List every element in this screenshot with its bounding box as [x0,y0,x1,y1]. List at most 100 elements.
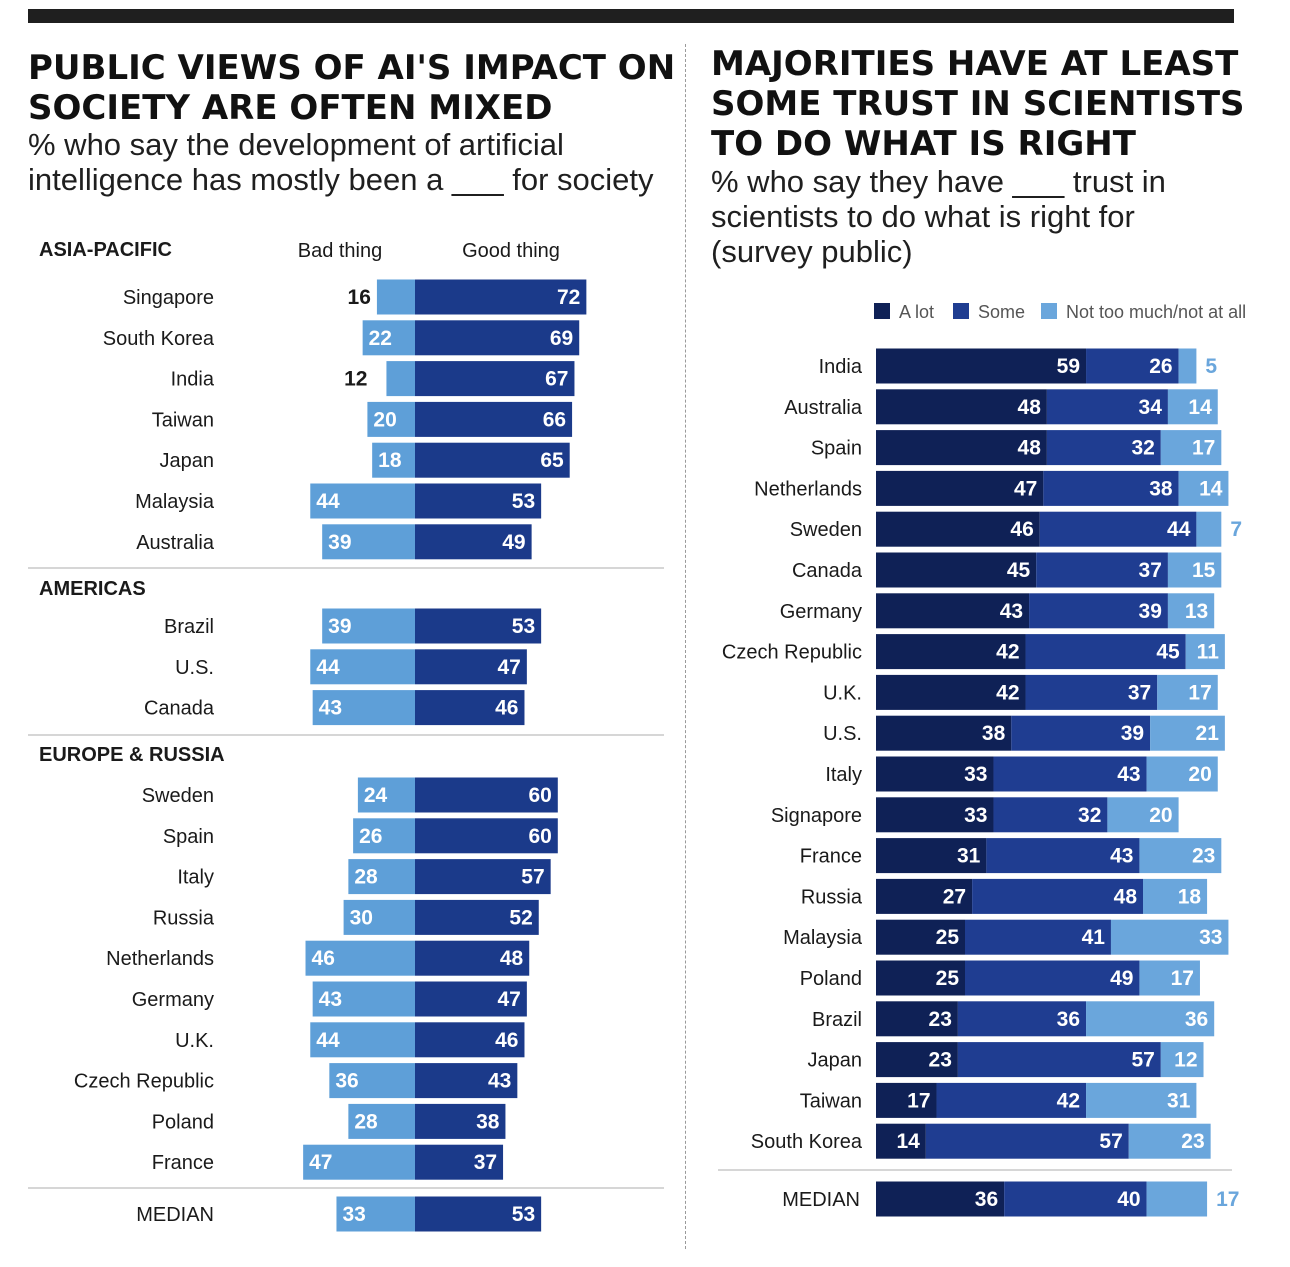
bar-notmuch-u-k [1157,674,1218,710]
value-alot-australia: 48 [1018,396,1042,419]
bar-notmuch-canada [1167,552,1222,588]
bar-notmuch-germany [1167,593,1215,629]
value-notmuch-japan: 12 [1174,1049,1197,1072]
bar-alot-italy [876,756,994,792]
value-bad-americas-u-s: 44 [316,656,340,679]
bar-alot-sweden [876,511,1040,547]
bar-some-sweden [1039,511,1197,547]
value-good-europe-russia-u-k: 46 [495,1029,518,1052]
row-label-netherlands: Netherlands [754,478,862,500]
bar-alot-u-k [876,674,1026,710]
value-good-asia-pacific-singapore: 72 [557,286,580,309]
value-bad-americas-canada: 43 [319,697,342,720]
row-label-asia-pacific-singapore: Singapore [123,287,214,309]
left-title-line2: SOCIETY ARE OFTEN MIXED [28,88,553,128]
value-good-europe-russia-poland: 38 [476,1110,500,1133]
bar-some-australia [1046,389,1168,425]
row-label-europe-russia-czech-republic: Czech Republic [74,1071,214,1093]
value-alot-czech-republic: 42 [996,641,1019,664]
group-header-europe-russia: EUROPE & RUSSIA [39,744,225,766]
row-label-americas-canada: Canada [144,698,215,720]
bar-notmuch-italy [1146,756,1218,792]
bar-some-india [1086,348,1179,384]
value-some-u-s: 39 [1121,722,1144,745]
value-bad-asia-pacific-taiwan: 20 [373,408,396,431]
bar-notmuch-south-korea [1128,1123,1211,1159]
value-alot-u-k: 42 [996,681,1019,704]
bar-alot-canada [876,552,1037,588]
bar-alot-netherlands [876,470,1044,506]
bar-alot-median [876,1181,1005,1217]
bar-good-europe-russia-netherlands [415,940,530,976]
row-label-brazil: Brazil [812,1009,862,1031]
value-alot-sweden: 46 [1010,518,1033,541]
bar-good-europe-russia-france [415,1144,504,1180]
value-alot-poland: 25 [936,967,960,990]
value-bad-asia-pacific-japan: 18 [378,449,402,472]
right-title-line2: SOME TRUST IN SCIENTISTS [711,84,1245,124]
row-label-signapore: Signapore [771,805,862,827]
bar-good-asia-pacific-singapore [415,279,587,315]
right-subtitle-line3: (survey public) [711,234,913,269]
value-some-czech-republic: 45 [1156,641,1180,664]
value-notmuch-netherlands: 14 [1199,477,1223,500]
value-bad-europe-russia-france: 47 [309,1151,332,1174]
bar-bad-asia-pacific-south-korea [362,320,415,356]
bar-some-malaysia [965,919,1111,955]
bar-some-signapore [993,797,1108,833]
value-good-americas-u-s: 47 [498,656,521,679]
median-label-right: MEDIAN [782,1189,860,1211]
bar-good-asia-pacific-malaysia [415,483,542,519]
value-some-sweden: 44 [1167,518,1191,541]
row-label-americas-brazil: Brazil [164,616,214,638]
col-header-bad: Bad thing [298,240,383,262]
row-label-europe-russia-sweden: Sweden [142,785,214,807]
bar-notmuch-signapore [1107,797,1179,833]
bar-some-south-korea [925,1123,1129,1159]
right-subtitle-line1: % who say they have ___ trust in [711,164,1166,199]
bar-some-germany [1029,593,1168,629]
bar-alot-japan [876,1042,958,1078]
value-alot-signapore: 33 [964,804,987,827]
bar-some-median [1004,1181,1147,1217]
value-good-europe-russia-czech-republic: 43 [488,1070,511,1093]
legend-swatch-2 [953,303,969,319]
bar-notmuch-malaysia [1110,919,1229,955]
bar-good-europe-russia-russia [415,899,539,935]
value-good-europe-russia-netherlands: 48 [500,947,524,970]
bar-notmuch-u-s [1150,715,1225,751]
right-title-line3: TO DO WHAT IS RIGHT [711,124,1136,164]
value-some-russia: 48 [1114,885,1138,908]
bar-alot-malaysia [876,919,965,955]
value-bad-asia-pacific-india: 12 [344,368,367,391]
value-bad-europe-russia-germany: 43 [319,988,342,1011]
bar-bad-asia-pacific-japan [372,442,415,478]
row-label-taiwan: Taiwan [800,1090,862,1112]
value-alot-japan: 23 [929,1049,952,1072]
value-alot-russia: 27 [943,885,966,908]
value-notmuch-brazil: 36 [1185,1008,1208,1031]
bar-some-u-s [1011,715,1151,751]
bar-some-japan [957,1042,1161,1078]
row-label-italy: Italy [825,764,862,786]
bar-good-europe-russia-czech-republic [415,1063,518,1099]
row-label-japan: Japan [808,1050,863,1072]
bar-bad-europe-russia-spain [353,818,415,854]
bar-good-asia-pacific-taiwan [415,401,573,437]
value-some-u-k: 37 [1128,681,1151,704]
row-label-asia-pacific-india: India [171,369,215,391]
value-some-median: 40 [1117,1188,1140,1211]
bar-notmuch-australia [1167,389,1218,425]
value-good-europe-russia-france: 37 [474,1151,497,1174]
left-chart-title: PUBLIC VIEWS OF AI'S IMPACT ON SOCIETY A… [28,48,675,128]
value-notmuch-taiwan: 31 [1167,1089,1191,1112]
value-good-europe-russia-sweden: 60 [528,784,551,807]
value-alot-brazil: 23 [929,1008,952,1031]
value-notmuch-canada: 15 [1192,559,1216,582]
row-label-france: France [800,846,862,868]
value-notmuch-u-s: 21 [1196,722,1220,745]
bar-notmuch-spain [1160,430,1222,466]
value-bad-asia-pacific-singapore: 16 [348,286,371,309]
bar-notmuch-brazil [1086,1001,1215,1037]
value-good-europe-russia-spain: 60 [528,825,551,848]
